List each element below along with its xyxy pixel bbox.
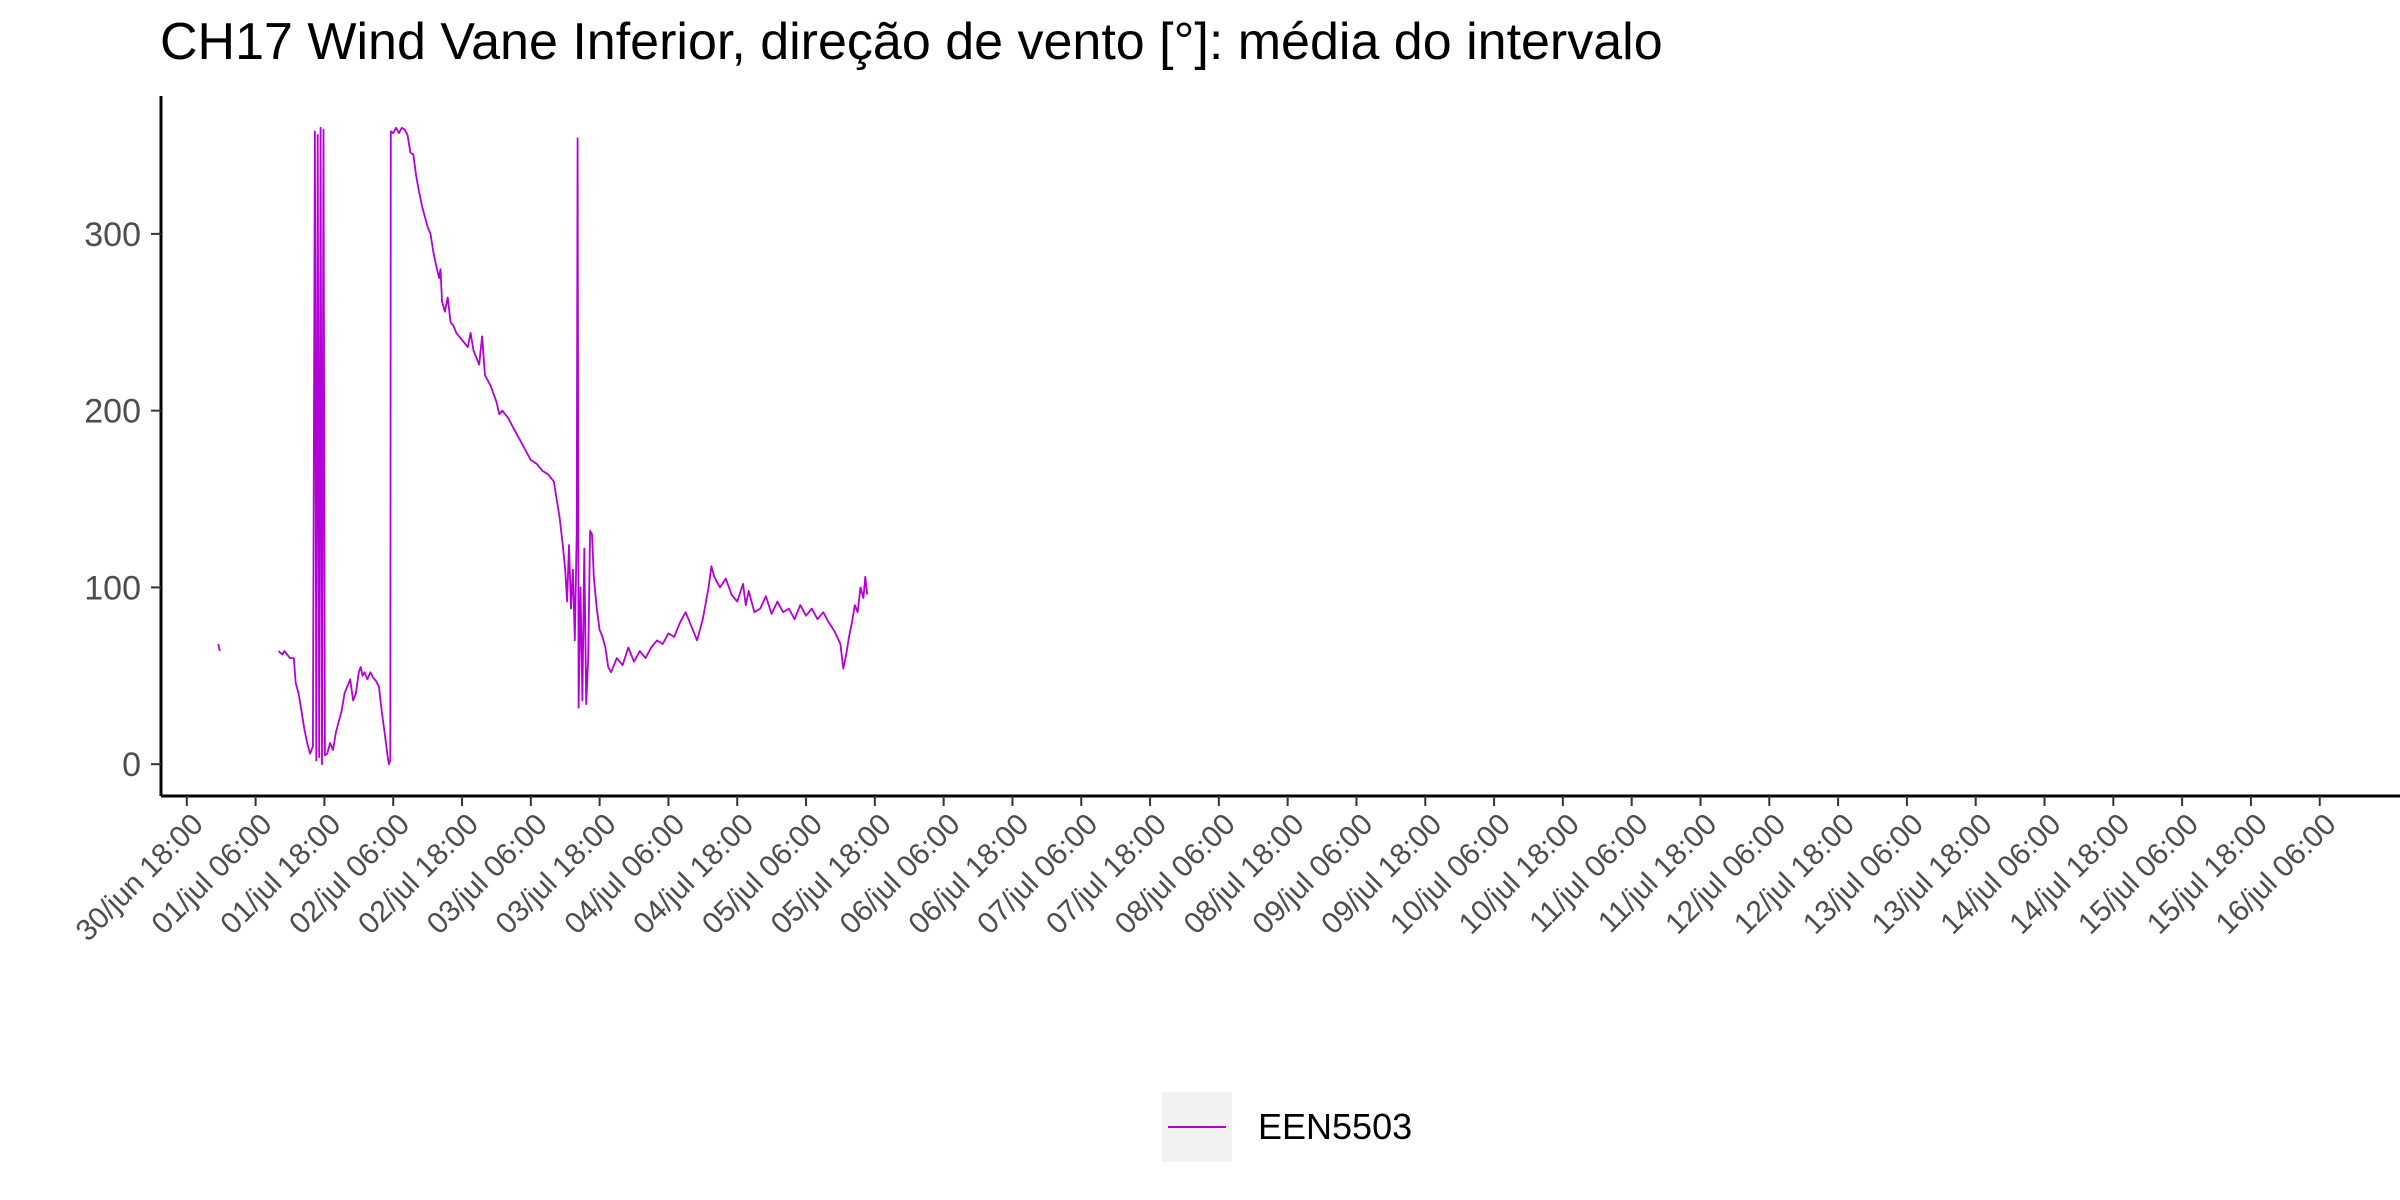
series-line-segment-2: [277, 126, 869, 766]
legend-key-swatch: [1162, 1092, 1232, 1162]
y-tick-label: 0: [122, 746, 141, 784]
chart-title: CH17 Wind Vane Inferior, direção de vent…: [160, 13, 1663, 71]
y-tick-label: 200: [84, 393, 141, 431]
legend-label: EEN5503: [1258, 1106, 1413, 1147]
plot-area: [217, 126, 869, 766]
y-axis: 0 100 200 300: [84, 96, 163, 796]
series-line-segment-1: [217, 643, 221, 652]
y-tick-label: 300: [84, 216, 141, 254]
legend: EEN5503: [1162, 1092, 1412, 1162]
y-tick-label: 100: [84, 569, 141, 607]
